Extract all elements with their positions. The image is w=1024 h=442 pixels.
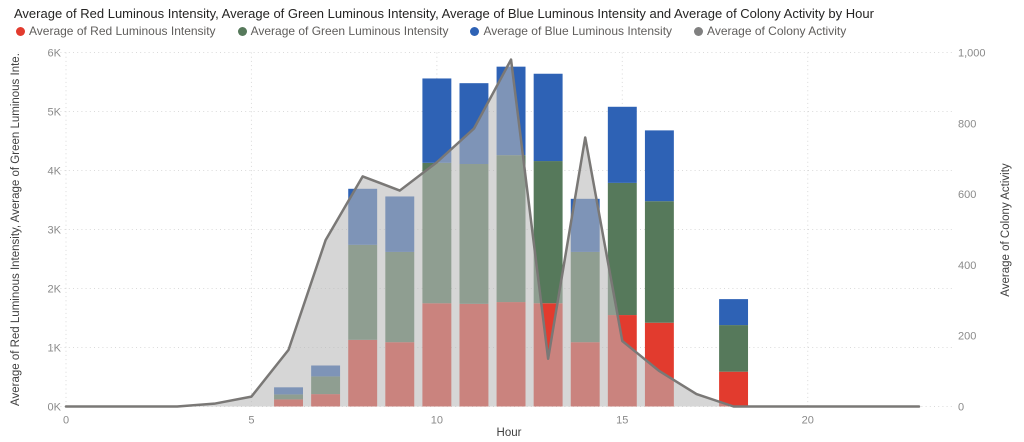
legend-item-blue-luminous-intensity[interactable]: Average of Blue Luminous Intensity (470, 24, 672, 38)
left-axis-tick-label: 4K (48, 166, 62, 178)
x-axis-tick-label: 0 (63, 415, 69, 427)
left-axis-tick-label: 5K (48, 107, 62, 119)
left-axis-tick-label: 0K (48, 402, 62, 414)
legend-item-red-luminous-intensity[interactable]: Average of Red Luminous Intensity (16, 24, 216, 38)
legend-label: Average of Green Luminous Intensity (250, 24, 449, 38)
legend: Average of Red Luminous Intensity Averag… (16, 24, 846, 38)
bar-segment-hour-18[interactable] (719, 325, 749, 372)
left-axis-tick-label: 3K (48, 225, 62, 237)
x-axis-tick-label: 15 (616, 415, 628, 427)
right-axis-tick-label: 1,000 (958, 48, 986, 60)
bar-segment-hour-10[interactable] (422, 78, 452, 163)
bar-segment-hour-16[interactable] (644, 130, 674, 202)
left-axis-tick-label: 2K (48, 284, 62, 296)
bar-segment-hour-18[interactable] (719, 371, 749, 407)
legend-dot-icon (694, 26, 704, 36)
right-axis-tick-label: 800 (958, 118, 976, 130)
bar-segment-hour-16[interactable] (644, 201, 674, 323)
right-axis-tick-label: 400 (958, 260, 976, 272)
bar-segment-hour-18[interactable] (719, 299, 749, 326)
bar-segment-hour-15[interactable] (607, 106, 637, 183)
left-axis-tick-label: 6K (48, 48, 62, 60)
left-axis-tick-label: 1K (48, 343, 62, 355)
legend-label: Average of Colony Activity (707, 24, 847, 38)
legend-dot-icon (16, 26, 25, 36)
legend-dot-icon (470, 26, 480, 36)
x-axis-title: Hour (496, 427, 522, 439)
chart-title: Average of Red Luminous Intensity, Avera… (14, 6, 874, 21)
x-axis-tick-label: 5 (248, 415, 254, 427)
colony-activity-line (64, 58, 921, 408)
right-axis-tick-label: 200 (958, 331, 976, 343)
right-axis-tick-label: 0 (958, 402, 964, 414)
x-axis-tick-label: 20 (802, 415, 814, 427)
legend-item-green-luminous-intensity[interactable]: Average of Green Luminous Intensity (237, 24, 449, 38)
colony-activity-area (66, 59, 919, 407)
legend-item-colony-activity[interactable]: Average of Colony Activity (694, 24, 846, 38)
bar-segment-hour-13[interactable] (533, 73, 563, 162)
legend-dot-icon (237, 26, 247, 36)
x-axis-tick-label: 10 (431, 415, 443, 427)
legend-label: Average of Red Luminous Intensity (29, 24, 216, 38)
right-axis-tick-label: 600 (958, 189, 976, 201)
legend-label: Average of Blue Luminous Intensity (483, 24, 673, 38)
